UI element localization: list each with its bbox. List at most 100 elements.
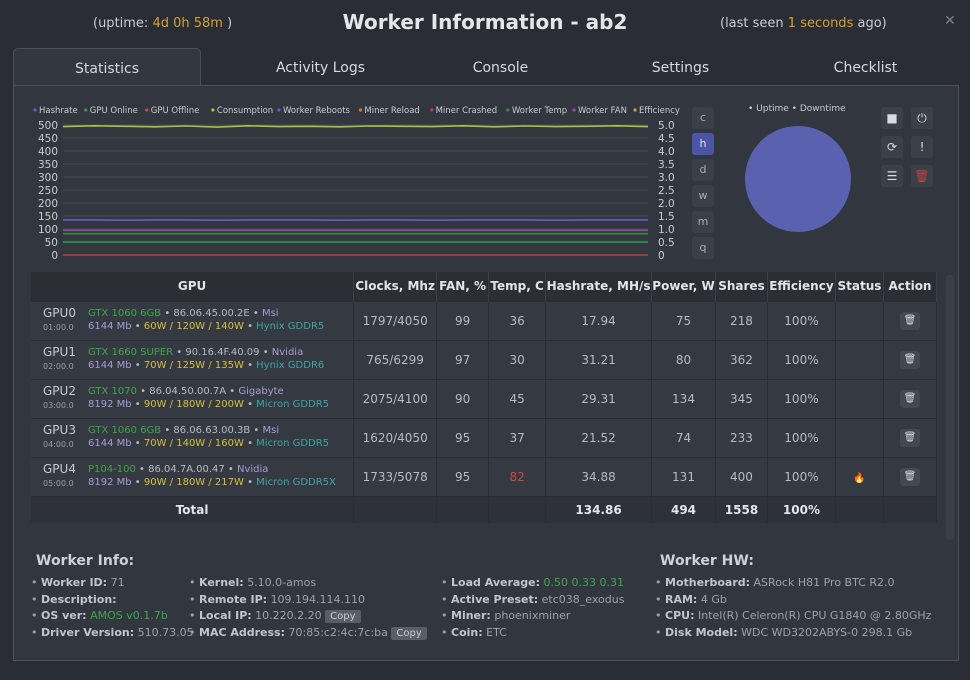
refresh-icon[interactable]: ⟳ [881,136,903,158]
gpu-shares: 233 [715,417,768,457]
gpu-temp: 36 [488,300,547,340]
worker-hw-list: • Motherboard: ASRock H81 Pro BTC R2.0 •… [655,576,932,639]
scrollbar[interactable] [946,275,954,540]
power-icon[interactable]: ⏻ [911,107,933,129]
tab-checklist[interactable]: Checklist [833,60,898,76]
page-title: Worker Information - ab2 [342,10,628,34]
remote-ip: 109.194.114.110 [270,592,366,606]
col-efficiency: Efficiency [767,272,836,301]
gpu-temp: 45 [488,378,547,418]
gpu-power-limits: 60W / 120W / 140W [143,321,244,332]
gpu-shares: 362 [715,339,768,379]
gpu-efficiency: 100% [767,378,836,418]
legend-marker [211,108,215,112]
tab-activity-logs[interactable]: Activity Logs [275,60,366,76]
tab-bar: Statistics Activity Logs Console Setting… [13,48,958,86]
tab-settings[interactable]: Settings [651,60,710,76]
gpu-id: GPU1 [43,345,76,359]
load-average: 0.50 0.33 0.31 [543,576,625,589]
gpu-bios: 86.06.63.00.3B [173,425,251,436]
trash-icon[interactable]: 🗑 [899,467,920,486]
stop-icon[interactable]: ■ [881,107,903,129]
tab-console[interactable]: Console [472,60,529,76]
y-tick-label-left: 0 [51,250,58,262]
os-version: AMOS v0.1.7b [90,609,168,622]
col-hashrate: Hashrate, MH/s [545,272,653,301]
legend-marker [506,108,510,112]
gpu-row: GPU1 02:00.0 GTX 1660 SUPER • 90.16.4F.40.… [31,339,938,379]
total-power: 494 [651,495,716,523]
tab-statistics[interactable]: Statistics [13,48,201,86]
gpu-cell: GPU3 04:00.0 GTX 1060 6GB • 86.06.63.00.3B… [31,417,355,457]
worker-id: 71 [110,576,125,589]
y-tick-label-left: 200 [38,198,58,210]
y-tick-label-right: 3.5 [658,159,675,171]
gpu-fan: 95 [436,456,490,496]
kernel-version: 5.10.0-amos [247,576,317,589]
trash-icon[interactable]: 🗑 [899,350,920,369]
uptime-pie-legend: • Uptime • Downtime [748,104,846,114]
legend-label: Miner Reload [364,106,419,116]
trash-icon[interactable]: 🗑 [899,311,920,330]
range-button-q[interactable]: q [692,237,714,259]
flame-icon: 🔥 [853,472,866,484]
col-gpu: GPU [31,272,355,301]
sliders-icon[interactable]: ☰ [881,165,903,187]
worker-hw-title: Worker HW: [660,553,755,569]
gpu-vendor: Nvidia [236,464,269,475]
trash-icon[interactable]: 🗑 [899,428,920,447]
legend-marker [277,108,281,112]
gpu-shares: 400 [715,456,768,496]
cpu: Intel(R) Celeron(R) CPU G1840 @ 2.80GHz [697,609,932,622]
gpu-vendor: Gigabyte [238,386,284,397]
range-button-c[interactable]: c [692,107,714,129]
gpu-hashrate: 21.52 [545,417,653,457]
gpu-row: GPU3 04:00.0 GTX 1060 6GB • 86.06.63.00.3B… [31,417,938,457]
gpu-power-limits: 90W / 180W / 200W [143,399,244,410]
copy-local-ip-button[interactable]: Copy [325,610,361,623]
gpu-cell: GPU0 01:00.0 GTX 1060 6GB • 86.06.45.00.2E… [31,300,355,340]
gpu-power: 134 [651,378,716,418]
gpu-fan: 99 [436,300,490,340]
uptime-value: 4d 0h 58m [152,16,223,31]
uptime-pie-chart [745,126,851,232]
gpu-row: GPU4 05:00.0 P104-100 • 86.04.7A.00.47 • N… [31,456,938,496]
copy-mac-button[interactable]: Copy [391,626,427,640]
gpu-action: 🗑 [883,456,938,496]
gpu-id: GPU3 [43,423,76,437]
disk-model: WDC WD3202ABYS-0 298.1 Gb [741,625,913,639]
last-seen-value: 1 seconds [787,16,854,31]
alert-icon[interactable]: ! [911,136,933,158]
gpu-model: GTX 1070 [88,386,137,397]
gpu-efficiency: 100% [767,300,836,340]
driver-version: 510.73.05 [137,625,194,639]
worker-stats-chart: Hashrate GPU Online GPU Offline Consumption… [33,106,680,262]
trash-icon[interactable]: 🗑 [899,389,920,408]
mac-address: 70:85:c2:4c:7c:ba [288,625,388,639]
gpu-clocks: 765/6299 [353,339,438,379]
gpu-memory: 6144 Mb [88,321,132,332]
col-power: Power, W [651,272,716,301]
gpu-cell: GPU2 03:00.0 GTX 1070 • 86.04.50.00.7A • G… [31,378,355,418]
range-button-m[interactable]: m [692,211,714,233]
gpu-model: GTX 1060 6GB [88,425,162,436]
gpu-memory: 8192 Mb [88,399,132,410]
close-icon[interactable]: ✕ [944,13,956,29]
total-shares: 1558 [715,495,768,523]
gpu-bus: 01:00.0 [43,323,74,332]
gpu-hashrate: 17.94 [545,300,653,340]
y-tick-label-right: 1.0 [658,224,675,236]
worker-info-title: Worker Info: [36,553,135,569]
gpu-vendor: Msi [262,425,280,436]
range-button-d[interactable]: d [692,159,714,181]
range-button-h[interactable]: h [692,133,714,155]
y-tick-label-right: 0.5 [658,237,675,249]
range-button-w[interactable]: w [692,185,714,207]
gpu-efficiency: 100% [767,456,836,496]
gpu-fan: 97 [436,339,490,379]
gpu-model: P104-100 [88,464,136,475]
gpu-bios: 86.06.45.00.2E [173,308,250,319]
delete-worker-icon[interactable]: 🗑 [911,165,933,187]
gpu-power: 80 [651,339,716,379]
legend-label: GPU Online [90,106,138,116]
